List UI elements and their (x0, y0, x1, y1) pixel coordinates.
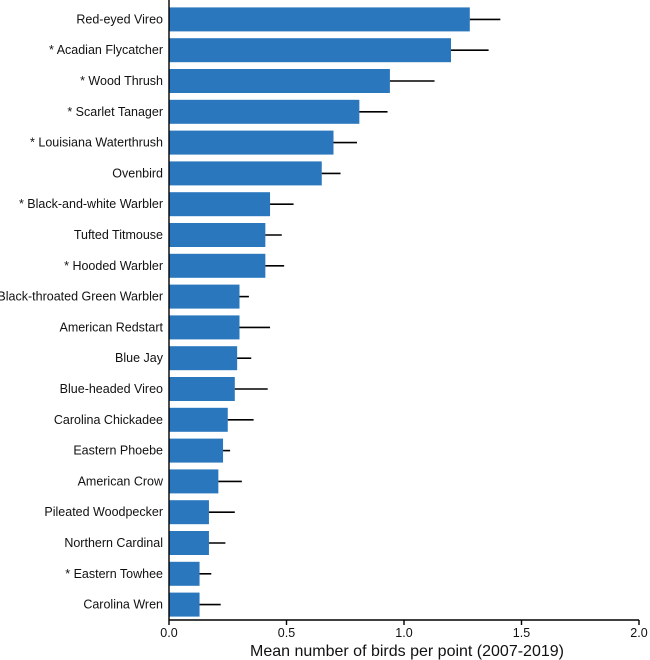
x-tick-label: 1.5 (513, 626, 530, 640)
bar (169, 561, 200, 586)
bars-group (169, 7, 470, 617)
category-label: Pileated Woodpecker (44, 505, 163, 519)
category-label: * Louisiana Waterthrush (30, 136, 163, 150)
bar (169, 407, 228, 432)
category-label: Red-eyed Vireo (76, 12, 163, 26)
bar (169, 438, 224, 463)
bar (169, 315, 240, 340)
category-label: Black-throated Green Warbler (0, 290, 163, 304)
category-labels-group: Red-eyed Vireo * Acadian Flycatcher * Wood… (0, 12, 164, 611)
category-label: American Crow (78, 474, 164, 488)
bar (169, 99, 360, 124)
category-label: Blue Jay (115, 351, 164, 365)
bar (169, 38, 451, 63)
x-axis-title: Mean number of birds per point (2007-201… (250, 643, 564, 660)
bar (169, 130, 334, 155)
bar (169, 531, 209, 555)
bar (169, 377, 235, 401)
x-tick-label: 0.0 (160, 626, 177, 640)
bar (169, 161, 322, 186)
bar (169, 192, 271, 217)
category-label: Ovenbird (112, 166, 163, 180)
bar (169, 500, 209, 525)
category-label: Carolina Chickadee (54, 413, 163, 427)
category-label: * Hooded Warbler (64, 259, 163, 273)
category-label: * Acadian Flycatcher (49, 43, 163, 57)
bar (169, 284, 240, 309)
bar (169, 69, 390, 93)
category-label: * Wood Thrush (80, 74, 163, 88)
category-label: Carolina Wren (83, 598, 163, 612)
x-tick-label: 2.0 (630, 626, 647, 640)
category-label: Tufted Titmouse (74, 228, 163, 242)
bar (169, 253, 266, 278)
x-tick-label: 0.5 (278, 626, 295, 640)
category-label: * Black-and-white Warbler (19, 197, 163, 211)
bar (169, 346, 238, 371)
category-label: * Scarlet Tanager (67, 105, 163, 119)
category-label: * Eastern Towhee (65, 567, 163, 581)
error-bars-group (199, 18, 501, 606)
x-tick-label: 1.0 (395, 626, 412, 640)
x-ticks-group: 0.0 0.5 1.0 1.5 2.0 (160, 620, 648, 640)
bar (169, 7, 470, 32)
bar (169, 223, 266, 247)
bar (169, 469, 219, 494)
category-label: American Redstart (59, 320, 163, 334)
category-label: Eastern Phoebe (73, 444, 163, 458)
category-label: Blue-headed Vireo (60, 382, 163, 396)
category-label: Northern Cardinal (64, 536, 163, 550)
bar (169, 592, 200, 617)
